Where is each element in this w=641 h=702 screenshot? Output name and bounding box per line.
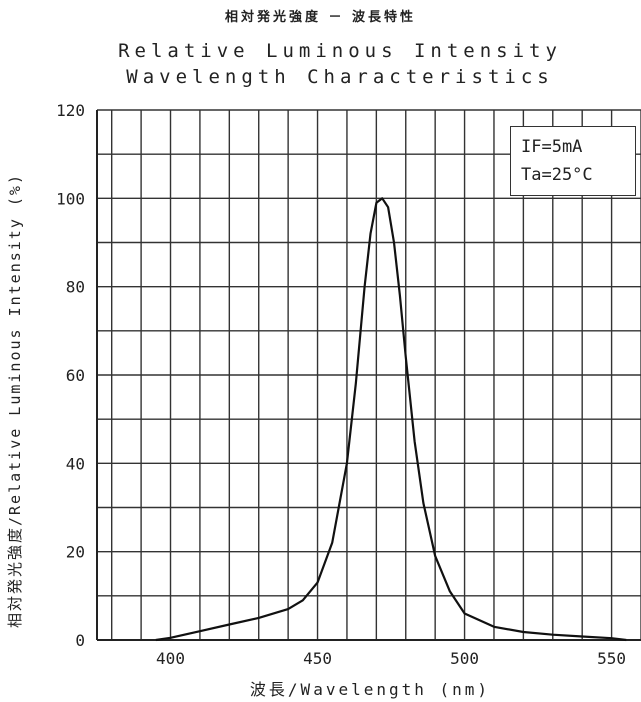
y-tick-label-6: 120 [56, 101, 85, 120]
series-line-0 [155, 197, 627, 642]
chart-title-line1: Relative Luminous Intensity [118, 40, 562, 62]
x-tick-label-0: 400 [156, 649, 185, 668]
x-tick-label-2: 500 [450, 649, 479, 668]
x-tick-label-1: 450 [303, 649, 332, 668]
condition-current: IF=5mA [521, 137, 583, 157]
chart-title-jp: 相対発光強度 － 波長特性 [224, 10, 417, 25]
y-tick-label-5: 100 [56, 189, 85, 208]
condition-temperature: Ta=25°C [521, 165, 593, 185]
chart-title-line2: Wavelength Characteristics [126, 66, 554, 88]
x-tick-label-3: 550 [597, 649, 626, 668]
x-axis-label: 波長/Wavelength (nm) [249, 680, 491, 699]
conditions-legend: IF=5mA Ta=25°C [510, 126, 636, 196]
y-tick-label-3: 60 [66, 366, 85, 385]
y-tick-label-1: 20 [66, 543, 85, 562]
y-tick-label-4: 80 [66, 278, 85, 297]
y-tick-label-0: 0 [75, 631, 85, 650]
y-tick-label-2: 40 [66, 454, 85, 473]
